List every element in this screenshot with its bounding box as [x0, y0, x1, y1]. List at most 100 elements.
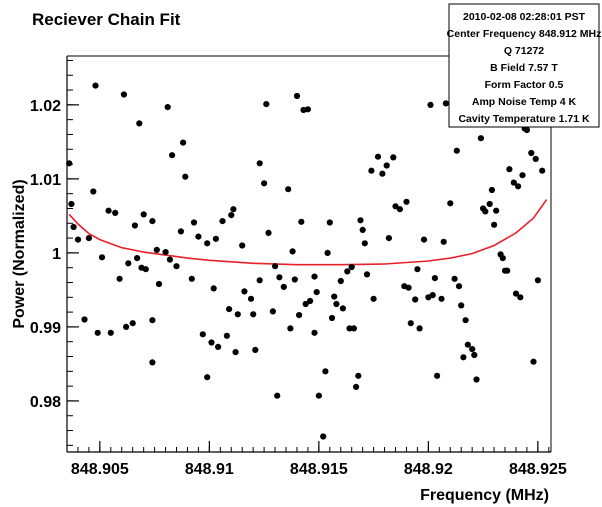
data-point	[339, 305, 346, 312]
data-point	[208, 339, 215, 346]
data-point	[368, 167, 375, 174]
data-point	[337, 277, 344, 285]
data-point	[405, 284, 412, 291]
data-point	[396, 206, 403, 213]
data-point	[149, 218, 156, 225]
data-point	[528, 149, 535, 157]
data-point	[346, 325, 353, 332]
y-tick-label: 0.99	[30, 320, 61, 337]
data-point	[412, 296, 419, 303]
data-point	[274, 392, 281, 399]
data-point	[442, 100, 449, 107]
data-point	[149, 359, 156, 366]
stats-box-frame	[448, 3, 600, 128]
y-tick-label: 1.01	[30, 172, 61, 189]
data-point	[363, 271, 371, 278]
data-point	[353, 383, 360, 390]
data-point	[322, 368, 329, 375]
stats-line-cavity-temperature: Cavity Temperature 1.71 K	[458, 113, 590, 125]
data-point	[302, 300, 309, 308]
data-point	[250, 311, 257, 318]
data-point	[131, 222, 138, 229]
data-point	[228, 212, 235, 219]
data-point	[534, 277, 542, 284]
data-point	[491, 221, 498, 228]
y-axis-title: Power (Normalized)	[11, 179, 28, 328]
data-point	[112, 209, 119, 216]
x-tick-label: 848.92	[404, 461, 453, 478]
stats-box: 2010-02-08 02:28:01 PST Center Frequency…	[447, 3, 601, 128]
data-point	[477, 135, 484, 142]
data-point	[204, 374, 211, 381]
data-point	[357, 217, 364, 224]
data-point	[74, 236, 82, 243]
data-point	[530, 358, 537, 365]
data-point	[269, 308, 276, 315]
data-point	[261, 180, 268, 187]
data-point	[92, 82, 99, 89]
data-point	[532, 155, 539, 162]
data-point	[440, 238, 447, 245]
data-point	[232, 349, 239, 356]
data-point	[212, 235, 219, 242]
data-point	[416, 325, 423, 332]
data-point	[276, 274, 283, 281]
data-point	[311, 329, 318, 336]
data-point	[107, 329, 114, 336]
data-point	[460, 354, 467, 361]
data-point	[431, 275, 438, 282]
data-point	[256, 277, 263, 284]
data-point	[333, 300, 340, 308]
data-point	[190, 219, 198, 226]
data-point	[223, 332, 230, 339]
data-point	[153, 246, 160, 253]
data-point	[390, 154, 397, 161]
data-point	[173, 263, 180, 270]
data-point	[453, 147, 460, 154]
data-point	[272, 263, 279, 270]
data-point	[499, 255, 506, 262]
data-point	[166, 256, 173, 263]
data-point	[199, 331, 206, 338]
stats-line-b-field: B Field 7.57 T	[490, 62, 558, 74]
data-point	[140, 211, 147, 218]
data-point	[455, 283, 463, 290]
data-point	[164, 104, 171, 111]
data-point	[252, 346, 259, 353]
x-tick-label: 848.905	[71, 461, 129, 478]
data-point	[256, 160, 263, 167]
data-point	[287, 325, 294, 332]
data-point	[239, 242, 246, 249]
data-point	[247, 295, 255, 302]
data-point	[136, 120, 143, 127]
data-point	[370, 295, 377, 302]
data-point	[263, 101, 270, 108]
data-point	[120, 91, 127, 98]
data-point	[458, 302, 465, 309]
data-point	[473, 376, 480, 383]
data-point	[230, 206, 237, 213]
data-point	[125, 260, 132, 267]
data-point	[482, 208, 489, 215]
data-point	[105, 207, 112, 214]
stats-line-amp-noise-temp: Amp Noise Temp 4 K	[472, 96, 577, 108]
stats-line-q: Q 71272	[504, 45, 544, 57]
data-point	[134, 255, 141, 262]
data-point	[462, 317, 469, 324]
data-point	[350, 325, 357, 332]
data-point	[447, 200, 454, 207]
data-point	[320, 433, 327, 440]
data-point	[219, 218, 226, 225]
data-point	[385, 235, 392, 242]
data-point	[234, 311, 241, 318]
data-point	[471, 351, 478, 359]
data-point	[90, 188, 97, 195]
data-point	[512, 290, 520, 297]
y-tick-label: 1	[52, 246, 61, 263]
data-point	[177, 228, 184, 235]
data-point	[98, 254, 106, 261]
data-point	[420, 236, 428, 243]
data-point	[324, 249, 331, 256]
data-point	[434, 372, 441, 379]
